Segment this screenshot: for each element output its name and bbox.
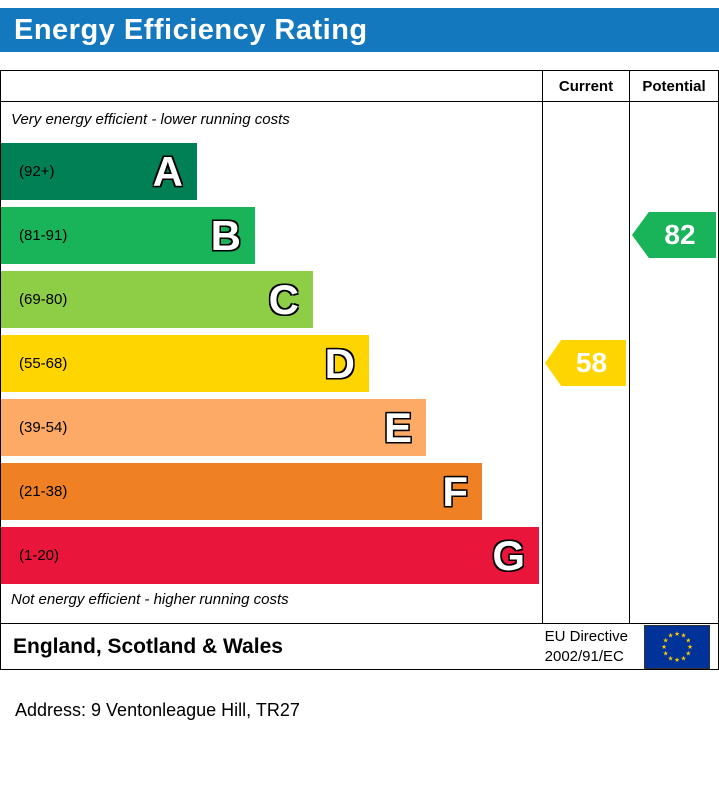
potential-column-divider <box>629 71 630 623</box>
title-bar: Energy Efficiency Rating <box>0 8 719 52</box>
band-row-b: (81-91) B <box>1 207 255 264</box>
eu-directive-line2: 2002/91/EC <box>544 647 624 665</box>
band-row-g: (1-20) G <box>1 527 539 584</box>
header-divider <box>1 101 718 102</box>
band-letter: F <box>442 467 468 515</box>
svg-text:★: ★ <box>687 643 693 651</box>
svg-text:★: ★ <box>661 643 667 651</box>
svg-text:★: ★ <box>681 654 687 662</box>
svg-text:★: ★ <box>668 654 674 662</box>
eu-directive-line1: EU Directive <box>544 628 628 645</box>
svg-text:★: ★ <box>663 649 669 657</box>
svg-text:★: ★ <box>663 636 669 644</box>
band-letter: A <box>152 147 183 195</box>
svg-text:★: ★ <box>681 631 687 639</box>
region-label: England, Scotland & Wales <box>13 634 283 658</box>
potential-column-header: Potential <box>642 78 706 95</box>
band-row-f: (21-38) F <box>1 463 482 520</box>
band-range: (92+) <box>19 163 55 180</box>
svg-text:★: ★ <box>674 630 680 638</box>
eu-directive-label: EU Directive 2002/91/EC <box>545 627 628 666</box>
rating-bands: (92+) A (81-91) B (69-80) C (55-68) D (3… <box>1 143 542 591</box>
band-range: (55-68) <box>19 355 68 372</box>
chart-footer: England, Scotland & Wales EU Directive 2… <box>0 623 719 670</box>
top-note: Very energy efficient - lower running co… <box>11 111 290 128</box>
band-row-e: (39-54) E <box>1 399 426 456</box>
band-range: (69-80) <box>19 291 68 308</box>
band-letter: D <box>324 339 355 387</box>
bottom-note: Not energy efficient - higher running co… <box>11 591 289 608</box>
energy-rating-chart: Current Potential Very energy efficient … <box>0 70 719 624</box>
band-letter: G <box>492 531 525 579</box>
band-range: (21-38) <box>19 483 68 500</box>
band-row-d: (55-68) D <box>1 335 369 392</box>
svg-text:★: ★ <box>674 656 680 664</box>
current-arrow: 58 <box>545 340 626 386</box>
band-letter: C <box>268 275 299 323</box>
eu-flag-icon: ★ ★ ★ ★ ★ ★ ★ ★ ★ ★ ★ ★ <box>644 624 710 669</box>
current-column-header: Current <box>558 78 614 95</box>
band-row-c: (69-80) C <box>1 271 313 328</box>
potential-rating-value: 82 <box>664 219 696 250</box>
band-letter: B <box>210 211 241 259</box>
current-rating-value: 58 <box>575 347 608 378</box>
svg-text:★: ★ <box>685 636 691 644</box>
potential-arrow: 82 <box>632 212 716 258</box>
band-range: (39-54) <box>19 419 68 436</box>
svg-text:★: ★ <box>668 631 674 639</box>
current-column-divider <box>542 71 543 623</box>
svg-text:★: ★ <box>685 649 691 657</box>
property-address: Address: 9 Ventonleague Hill, TR27 <box>15 700 300 720</box>
band-range: (81-91) <box>19 227 68 244</box>
band-row-a: (92+) A <box>1 143 197 200</box>
band-range: (1-20) <box>19 547 60 564</box>
page-title: Energy Efficiency Rating <box>14 13 368 46</box>
band-letter: E <box>383 403 412 451</box>
